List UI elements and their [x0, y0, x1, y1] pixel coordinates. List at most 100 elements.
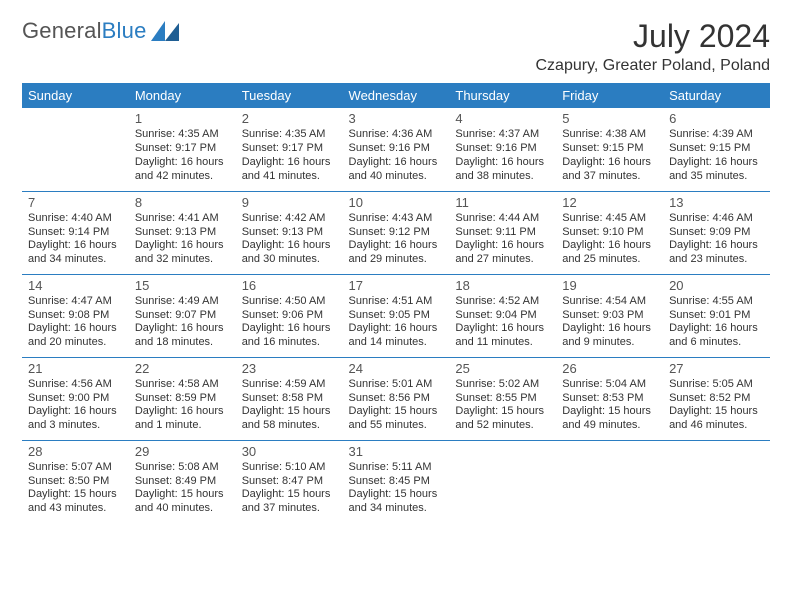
daylight-text: Daylight: 15 hours and 34 minutes. [349, 488, 444, 516]
logo-text-part1: General [22, 18, 102, 43]
day-number: 6 [669, 111, 764, 127]
title-block: July 2024 Czapury, Greater Poland, Polan… [536, 18, 771, 75]
sunset-text: Sunset: 9:00 PM [28, 392, 123, 406]
day-header: Wednesday [343, 83, 450, 108]
sunset-text: Sunset: 8:47 PM [242, 475, 337, 489]
sunrise-text: Sunrise: 4:52 AM [455, 295, 550, 309]
daylight-text: Daylight: 16 hours and 27 minutes. [455, 239, 550, 267]
sunrise-text: Sunrise: 5:07 AM [28, 461, 123, 475]
sunset-text: Sunset: 8:58 PM [242, 392, 337, 406]
sunrise-text: Sunrise: 4:40 AM [28, 212, 123, 226]
calendar-cell: 11Sunrise: 4:44 AMSunset: 9:11 PMDayligh… [449, 191, 556, 274]
calendar-cell [556, 440, 663, 523]
calendar-cell: 7Sunrise: 4:40 AMSunset: 9:14 PMDaylight… [22, 191, 129, 274]
sunrise-text: Sunrise: 4:49 AM [135, 295, 230, 309]
sunset-text: Sunset: 9:12 PM [349, 226, 444, 240]
day-number: 11 [455, 195, 550, 211]
day-number: 21 [28, 361, 123, 377]
calendar-cell: 27Sunrise: 5:05 AMSunset: 8:52 PMDayligh… [663, 357, 770, 440]
sunrise-text: Sunrise: 4:38 AM [562, 128, 657, 142]
calendar-cell: 17Sunrise: 4:51 AMSunset: 9:05 PMDayligh… [343, 274, 450, 357]
daylight-text: Daylight: 15 hours and 55 minutes. [349, 405, 444, 433]
sunrise-text: Sunrise: 4:55 AM [669, 295, 764, 309]
sunrise-text: Sunrise: 5:10 AM [242, 461, 337, 475]
daylight-text: Daylight: 16 hours and 18 minutes. [135, 322, 230, 350]
day-number: 2 [242, 111, 337, 127]
sunset-text: Sunset: 9:13 PM [135, 226, 230, 240]
day-header: Friday [556, 83, 663, 108]
day-number: 12 [562, 195, 657, 211]
day-header: Monday [129, 83, 236, 108]
daylight-text: Daylight: 15 hours and 49 minutes. [562, 405, 657, 433]
calendar-cell [22, 108, 129, 191]
day-number: 10 [349, 195, 444, 211]
sunset-text: Sunset: 9:03 PM [562, 309, 657, 323]
daylight-text: Daylight: 16 hours and 42 minutes. [135, 156, 230, 184]
day-number: 4 [455, 111, 550, 127]
logo-shape-icon [151, 21, 179, 41]
sunset-text: Sunset: 9:10 PM [562, 226, 657, 240]
header: GeneralBlue July 2024 Czapury, Greater P… [22, 18, 770, 75]
day-number: 23 [242, 361, 337, 377]
day-number: 13 [669, 195, 764, 211]
sunrise-text: Sunrise: 5:01 AM [349, 378, 444, 392]
day-number: 24 [349, 361, 444, 377]
day-number: 18 [455, 278, 550, 294]
daylight-text: Daylight: 16 hours and 9 minutes. [562, 322, 657, 350]
calendar-cell: 14Sunrise: 4:47 AMSunset: 9:08 PMDayligh… [22, 274, 129, 357]
day-number: 8 [135, 195, 230, 211]
calendar-cell: 12Sunrise: 4:45 AMSunset: 9:10 PMDayligh… [556, 191, 663, 274]
calendar-cell: 30Sunrise: 5:10 AMSunset: 8:47 PMDayligh… [236, 440, 343, 523]
page-subtitle: Czapury, Greater Poland, Poland [536, 57, 771, 75]
sunrise-text: Sunrise: 5:08 AM [135, 461, 230, 475]
daylight-text: Daylight: 16 hours and 32 minutes. [135, 239, 230, 267]
day-number: 29 [135, 444, 230, 460]
sunrise-text: Sunrise: 5:05 AM [669, 378, 764, 392]
calendar-week-row: 1Sunrise: 4:35 AMSunset: 9:17 PMDaylight… [22, 108, 770, 191]
calendar-cell: 10Sunrise: 4:43 AMSunset: 9:12 PMDayligh… [343, 191, 450, 274]
sunset-text: Sunset: 9:05 PM [349, 309, 444, 323]
day-number: 16 [242, 278, 337, 294]
daylight-text: Daylight: 15 hours and 52 minutes. [455, 405, 550, 433]
calendar-cell: 2Sunrise: 4:35 AMSunset: 9:17 PMDaylight… [236, 108, 343, 191]
sunrise-text: Sunrise: 5:11 AM [349, 461, 444, 475]
logo-text: GeneralBlue [22, 18, 147, 44]
daylight-text: Daylight: 16 hours and 25 minutes. [562, 239, 657, 267]
calendar-cell: 6Sunrise: 4:39 AMSunset: 9:15 PMDaylight… [663, 108, 770, 191]
calendar-cell: 20Sunrise: 4:55 AMSunset: 9:01 PMDayligh… [663, 274, 770, 357]
sunset-text: Sunset: 8:59 PM [135, 392, 230, 406]
calendar-cell [449, 440, 556, 523]
sunrise-text: Sunrise: 4:35 AM [242, 128, 337, 142]
day-number: 22 [135, 361, 230, 377]
day-header: Tuesday [236, 83, 343, 108]
logo-text-part2: Blue [102, 18, 147, 43]
daylight-text: Daylight: 16 hours and 16 minutes. [242, 322, 337, 350]
calendar-cell: 31Sunrise: 5:11 AMSunset: 8:45 PMDayligh… [343, 440, 450, 523]
sunset-text: Sunset: 8:56 PM [349, 392, 444, 406]
calendar-table: Sunday Monday Tuesday Wednesday Thursday… [22, 83, 770, 523]
day-header: Saturday [663, 83, 770, 108]
daylight-text: Daylight: 16 hours and 41 minutes. [242, 156, 337, 184]
sunset-text: Sunset: 8:45 PM [349, 475, 444, 489]
sunrise-text: Sunrise: 4:41 AM [135, 212, 230, 226]
daylight-text: Daylight: 15 hours and 40 minutes. [135, 488, 230, 516]
sunset-text: Sunset: 8:52 PM [669, 392, 764, 406]
sunrise-text: Sunrise: 4:39 AM [669, 128, 764, 142]
daylight-text: Daylight: 16 hours and 37 minutes. [562, 156, 657, 184]
calendar-cell: 5Sunrise: 4:38 AMSunset: 9:15 PMDaylight… [556, 108, 663, 191]
calendar-week-row: 7Sunrise: 4:40 AMSunset: 9:14 PMDaylight… [22, 191, 770, 274]
calendar-cell: 19Sunrise: 4:54 AMSunset: 9:03 PMDayligh… [556, 274, 663, 357]
calendar-cell: 24Sunrise: 5:01 AMSunset: 8:56 PMDayligh… [343, 357, 450, 440]
calendar-cell: 15Sunrise: 4:49 AMSunset: 9:07 PMDayligh… [129, 274, 236, 357]
day-header: Sunday [22, 83, 129, 108]
sunrise-text: Sunrise: 4:56 AM [28, 378, 123, 392]
day-number: 20 [669, 278, 764, 294]
day-number: 7 [28, 195, 123, 211]
sunrise-text: Sunrise: 4:35 AM [135, 128, 230, 142]
sunset-text: Sunset: 9:11 PM [455, 226, 550, 240]
sunset-text: Sunset: 9:15 PM [562, 142, 657, 156]
day-number: 26 [562, 361, 657, 377]
day-number: 30 [242, 444, 337, 460]
sunset-text: Sunset: 9:09 PM [669, 226, 764, 240]
sunrise-text: Sunrise: 4:43 AM [349, 212, 444, 226]
